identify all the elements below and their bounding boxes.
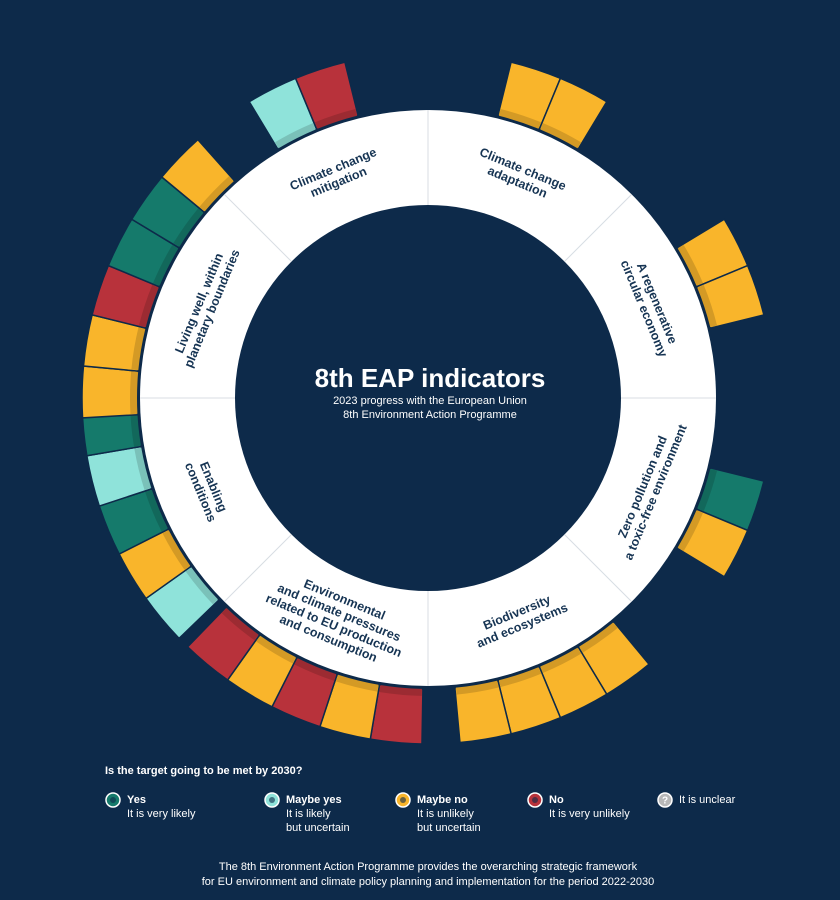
indicator-block-edge bbox=[498, 108, 542, 129]
indicator-block-edge bbox=[145, 489, 168, 532]
indicator-block-edge bbox=[697, 468, 718, 512]
legend-swatch-core bbox=[269, 797, 275, 803]
indicator-block-edge bbox=[134, 447, 152, 491]
indicator-block-edge bbox=[540, 123, 582, 149]
indicator-block-edge bbox=[162, 530, 191, 570]
indicator-block-edge bbox=[173, 208, 204, 247]
legend: Yes It is very likely Maybe yes It is likel… bbox=[105, 792, 736, 834]
legend-description: It is likely bbox=[286, 808, 331, 820]
legend-question: Is the target going to be met by 2030? bbox=[105, 765, 303, 777]
sector-divider bbox=[564, 534, 633, 603]
ring-hole bbox=[235, 205, 621, 591]
title: 8th EAP indicators bbox=[315, 363, 546, 393]
legend-description: It is unclear bbox=[679, 794, 736, 806]
footer: The 8th Environment Action Programme pro… bbox=[219, 861, 638, 873]
indicator-block bbox=[454, 679, 513, 744]
indicator-block bbox=[294, 61, 360, 131]
legend-swatch-core bbox=[532, 797, 538, 803]
indicator-block-edge bbox=[138, 284, 159, 328]
sector-divider bbox=[223, 534, 292, 603]
indicator-block bbox=[695, 264, 765, 330]
sector-divider bbox=[223, 193, 292, 262]
indicator-block-edge bbox=[379, 685, 422, 696]
sector-divider bbox=[564, 193, 633, 262]
indicator-block-edge bbox=[274, 123, 316, 149]
legend-swatch-core bbox=[110, 797, 116, 803]
indicator-block-edge bbox=[294, 658, 337, 681]
legend-swatch-core bbox=[400, 797, 406, 803]
indicator-block-edge bbox=[221, 608, 259, 641]
legend-swatch bbox=[657, 792, 673, 808]
subtitle: 2023 progress with the European Union bbox=[333, 395, 527, 407]
indicator-block-edge bbox=[314, 108, 358, 129]
legend-icon: ? bbox=[662, 796, 668, 807]
footer: for EU environment and climate policy pl… bbox=[202, 876, 655, 888]
legend-description: It is very unlikely bbox=[549, 808, 630, 820]
indicator-block-edge bbox=[256, 635, 296, 664]
indicator-block-edge bbox=[498, 667, 542, 688]
legend-label: Maybe yes bbox=[286, 794, 342, 806]
indicator-block-edge bbox=[131, 327, 146, 371]
indicator-block-edge bbox=[455, 680, 499, 695]
indicator-block-edge bbox=[335, 674, 379, 692]
subtitle: 8th Environment Action Programme bbox=[343, 409, 517, 421]
indicator-block-edge bbox=[199, 176, 234, 212]
indicator-block-edge bbox=[677, 510, 703, 552]
indicator-block-edge bbox=[130, 371, 139, 415]
indicator-block-edge bbox=[579, 622, 618, 653]
legend-label: Yes bbox=[127, 794, 146, 806]
legend-description: but uncertain bbox=[286, 822, 350, 834]
indicator-blocks bbox=[81, 61, 765, 745]
indicator-block-edge bbox=[153, 244, 179, 286]
legend-label: Maybe no bbox=[417, 794, 468, 806]
dividers bbox=[140, 110, 716, 686]
indicator-block bbox=[81, 365, 140, 419]
legend-description: It is unlikely bbox=[417, 808, 474, 820]
indicator-block-edge bbox=[677, 244, 703, 286]
indicator-block-edge bbox=[185, 567, 218, 605]
indicator-block-edge bbox=[697, 284, 718, 328]
legend-description: but uncertain bbox=[417, 822, 481, 834]
legend-description: It is very likely bbox=[127, 808, 196, 820]
legend-label: No bbox=[549, 794, 564, 806]
indicator-block-edge bbox=[540, 647, 582, 673]
